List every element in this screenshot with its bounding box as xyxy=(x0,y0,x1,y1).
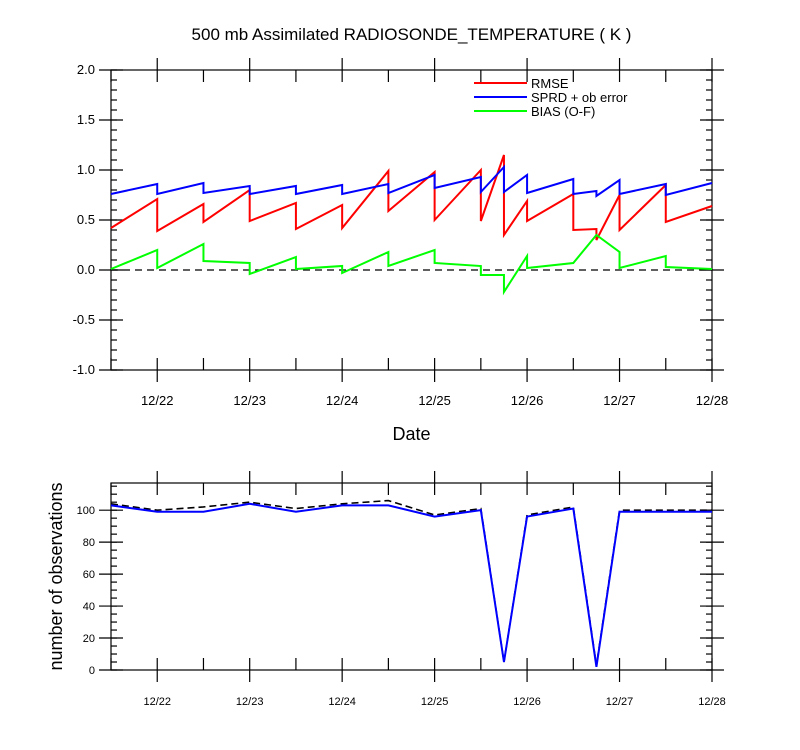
series-line-sprd-ob-error xyxy=(110,164,713,198)
x-tick-label: 12/28 xyxy=(696,393,729,408)
y-tick-label: 100 xyxy=(77,505,95,517)
x-tick-label: 12/25 xyxy=(418,393,451,408)
chart-title: 500 mb Assimilated RADIOSONDE_TEMPERATUR… xyxy=(192,25,632,44)
x-tick-label: 12/26 xyxy=(511,393,544,408)
y-tick-label: 20 xyxy=(83,633,95,645)
x-axis-title: Date xyxy=(392,424,430,444)
y-tick-label: 1.5 xyxy=(77,112,95,127)
y-tick-label: 1.0 xyxy=(77,162,95,177)
y-tick-label: -0.5 xyxy=(73,312,95,327)
x-tick-label: 12/28 xyxy=(698,696,726,708)
y-tick-label: 0 xyxy=(89,665,95,677)
x-tick-label: 12/27 xyxy=(606,696,634,708)
bottom-chart: 12/22 12/23 12/24 12/25 12/26 12/27 12/28 0 20 40… xyxy=(46,471,726,708)
y-tick-label: 40 xyxy=(83,601,95,613)
y-tick-label: 80 xyxy=(83,537,95,549)
series-line-assimilated xyxy=(110,502,712,667)
plot-frame xyxy=(110,482,713,671)
x-tick-label: 12/24 xyxy=(326,393,359,408)
legend-label: BIAS (O-F) xyxy=(531,104,595,119)
x-tick-label: 12/22 xyxy=(141,393,174,408)
series-line-bias-o-f xyxy=(110,233,713,296)
x-tick-label: 12/26 xyxy=(513,696,541,708)
y-tick-label: 60 xyxy=(83,569,95,581)
x-tick-label: 12/23 xyxy=(236,696,264,708)
legend-label: RMSE xyxy=(531,76,569,91)
legend-label: SPRD + ob error xyxy=(531,90,628,105)
y-axis-title: number of observations xyxy=(46,482,66,670)
x-tick-label: 12/25 xyxy=(421,696,449,708)
y-tick-label: 0.5 xyxy=(77,212,95,227)
plot-frame xyxy=(110,69,713,371)
x-tick-label: 12/24 xyxy=(328,696,356,708)
y-tick-label: -1.0 xyxy=(73,362,95,377)
y-tick-label: 2.0 xyxy=(77,62,95,77)
series-line-rmse xyxy=(110,154,713,241)
x-tick-label: 12/27 xyxy=(603,393,636,408)
top-chart: 12/22 12/23 12/24 12/25 12/26 12/27 12/28 -1.0 -… xyxy=(73,25,729,444)
y-tick-label: 0.0 xyxy=(77,262,95,277)
x-tick-label: 12/23 xyxy=(233,393,266,408)
series-line-possible xyxy=(110,499,712,666)
x-tick-label: 12/22 xyxy=(143,696,171,708)
